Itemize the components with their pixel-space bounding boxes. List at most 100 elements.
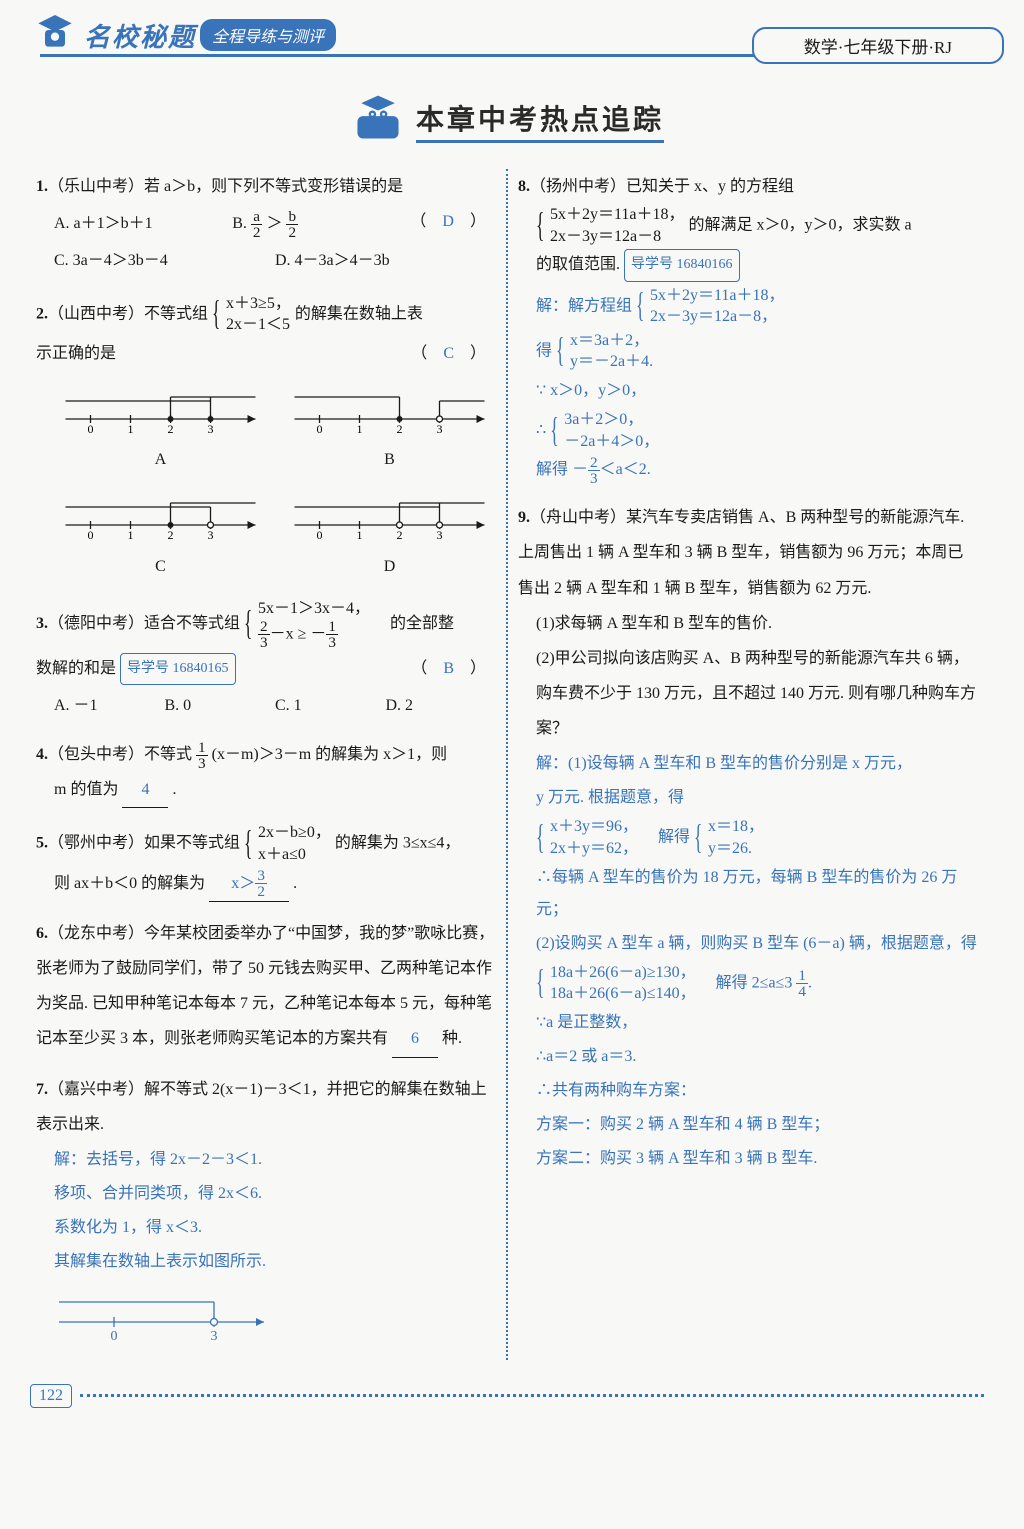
svg-text:1: 1 [357, 528, 363, 539]
svg-text:2: 2 [168, 528, 174, 539]
q3-s2-n1: 2 [258, 619, 270, 635]
chapter-title: 本章中考热点追踪 [416, 98, 664, 143]
q8-w-sys3: 3a＋2＞0， －2a＋4＞0， [550, 409, 659, 452]
q9-w-l9: 方案一：购买 2 辆 A 型车和 4 辆 B 型车； [536, 1109, 978, 1141]
q8-system: 5x＋2y＝11a＋18， 2x－3y＝12a－8 [536, 204, 685, 247]
q3-ref-box: 导学号 16840165 [120, 653, 236, 686]
q5-bf-d: 2 [255, 884, 267, 899]
q7-work: 解：去括号，得 2x－2－3＜1. 移项、合并同类项，得 2x＜6. 系数化为 … [54, 1144, 496, 1278]
q8-w-l2-pre: 得 [536, 342, 552, 359]
q8-w-s1b: 2x－3y＝12a－8， [650, 306, 785, 328]
q5-source: （鄂州中考） [48, 835, 144, 852]
q5-line2-pre: 则 ax＋b＜0 的解集为 [54, 875, 205, 892]
page-number-box: 122 [30, 1384, 72, 1408]
q8-sys-1: 5x＋2y＝11a＋18， [550, 204, 685, 226]
q3-opt-b: B. 0 [165, 688, 276, 723]
q1-b-num2: b [286, 209, 298, 225]
q8-w-l5-pre: 解得 － [536, 461, 588, 478]
q1-b-op: ＞ [266, 215, 286, 232]
q2-label-b: B [283, 442, 496, 477]
q9-m2-d: 4 [796, 984, 808, 999]
q4-source: （包头中考） [48, 746, 144, 763]
q9-sA1: x＋3y＝96， [550, 816, 638, 838]
q3-line2-pre: 数解的和是 [36, 660, 116, 677]
q6-blank: 6 [392, 1021, 438, 1057]
q9-sysC: 18a＋26(6－a)≥130， 18a＋26(6－a)≤140， [536, 962, 696, 1005]
question-4: 4.（包头中考）不等式 13 (x－m)＞3－m 的解集为 x＞1，则 m 的值… [36, 737, 496, 808]
q9-w-l1b: y 万元. 根据题意，得 [536, 782, 978, 814]
question-8: 8.（扬州中考）已知关于 x、y 的方程组 5x＋2y＝11a＋18， 2x－3… [518, 169, 978, 486]
q9-sB2: y＝26. [708, 838, 764, 860]
q2-number: 2. [36, 305, 48, 322]
q9-part2: (2)甲公司拟向该店购买 A、B 两种型号的新能源汽车共 6 辆，购车费不少于 … [536, 641, 978, 747]
question-7: 7.（嘉兴中考）解不等式 2(x－1)－3＜1，并把它的解集在数轴上表示出来. … [36, 1072, 496, 1346]
q1-b-den1: 2 [251, 225, 263, 240]
q8-w-l5-post: ＜a＜2. [600, 461, 651, 478]
footer-dot-rule [80, 1394, 984, 1397]
q9-m2-n: 1 [796, 968, 808, 984]
q6-source: （龙东中考） [48, 925, 144, 942]
brand-title: 名校秘题 [84, 17, 196, 54]
q3-s2-d1: 3 [258, 635, 270, 650]
q9-sA2: 2x＋y＝62， [550, 838, 638, 860]
q7-w3: 系数化为 1，得 x＜3. [54, 1212, 496, 1244]
q2-system: x＋3≥5， 2x－1＜5 [212, 293, 291, 336]
q5-blank-pre: x＞ [231, 875, 255, 892]
q9-mid2-pre: 解得 2≤a≤3 [716, 974, 793, 991]
q4-number: 4. [36, 746, 48, 763]
svg-text:0: 0 [317, 422, 323, 433]
q9-part1: (1)求每辆 A 型车和 B 型车的售价. [536, 606, 978, 641]
q2-label-c: C [54, 549, 267, 584]
q2-label-d: D [283, 549, 496, 584]
question-9: 9.（舟山中考）某汽车专卖店销售 A、B 两种型号的新能源汽车. 上周售出 1 … [518, 500, 978, 1175]
q6-tail: 种. [442, 1030, 462, 1047]
q3-s2-n2: 1 [326, 619, 338, 635]
q4-stem-pre: 不等式 [144, 746, 192, 763]
q9-mid1: 解得 [658, 829, 690, 846]
question-5: 5.（鄂州中考）如果不等式组 2x－b≥0， x＋a≤0 的解集为 3≤x≤4，… [36, 822, 496, 901]
q2-stem-post: 的解集在数轴上表 [295, 305, 423, 322]
svg-text:1: 1 [357, 422, 363, 433]
q7-w4: 其解集在数轴上表示如图所示. [54, 1246, 496, 1278]
q3-number: 3. [36, 615, 48, 632]
q8-l5-n: 2 [588, 455, 600, 471]
q2-diagram-grid: 0 1 2 3 A [54, 377, 496, 584]
q4-stem-post: (x－m)＞3－m 的解集为 x＞1，则 [212, 746, 448, 763]
q4-blank: 4 [122, 772, 168, 808]
q9-w-l10: 方案二：购买 3 辆 A 型车和 3 辆 B 型车. [536, 1143, 978, 1175]
q2-diagram-c: 0123 [54, 483, 267, 539]
q3-system: 5x－1＞3x－4， 23－x ≥ －13 [244, 598, 370, 651]
q3-s2-d2: 3 [326, 635, 338, 650]
q9-sB1: x＝18， [708, 816, 764, 838]
q1-b-num1: a [251, 209, 263, 225]
q1-source: （乐山中考） [48, 178, 144, 195]
q1-opt-b: B. a2 ＞ b2 [232, 206, 410, 241]
svg-text:1: 1 [128, 528, 134, 539]
q7-number: 7. [36, 1081, 48, 1098]
q3-opt-c: C. 1 [275, 688, 386, 723]
q8-stem-mid: 的解满足 x＞0，y＞0，求实数 a [689, 216, 912, 233]
q3-s2-mid: －x ≥ － [270, 626, 327, 643]
q9-w-l3: ∴每辆 A 型车的售价为 18 万元，每辆 B 型车的售价为 26 万元； [536, 862, 978, 926]
q9-w-l4: (2)设购买 A 型车 a 辆，则购买 B 型车 (6－a) 辆，根据题意，得 [536, 928, 978, 960]
question-2: 2.（山西中考）不等式组 x＋3≥5， 2x－1＜5 的解集在数轴上表 示正确的… [36, 293, 496, 584]
q8-source: （扬州中考） [530, 178, 626, 195]
question-3: 3.（德阳中考）适合不等式组 5x－1＞3x－4， 23－x ≥ －13 的全部… [36, 598, 496, 723]
q5-bf-n: 3 [255, 868, 267, 884]
q4-line2-post: . [172, 781, 176, 798]
q9-work: 解：(1)设每辆 A 型车和 B 型车的售价分别是 x 万元， y 万元. 根据… [536, 748, 978, 1174]
q7-number-line: 0 3 [54, 1280, 274, 1346]
svg-text:3: 3 [211, 1329, 218, 1344]
svg-text:3: 3 [208, 422, 214, 433]
q8-sys-2: 2x－3y＝12a－8 [550, 226, 685, 248]
q2-label-a: A [54, 442, 267, 477]
svg-text:2: 2 [168, 422, 174, 433]
svg-text:3: 3 [437, 528, 443, 539]
q9-sysB: x＝18， y＝26. [694, 816, 764, 859]
q1-answer: （ D ） [410, 204, 486, 239]
brand-subtitle-pill: 全程导练与测评 [200, 19, 336, 51]
q2-source: （山西中考） [48, 305, 144, 322]
q8-w-l4-pre: ∴ [536, 421, 546, 438]
q8-w-l3: ∵ x＞0，y＞0， [536, 375, 978, 407]
svg-text:3: 3 [208, 528, 214, 539]
